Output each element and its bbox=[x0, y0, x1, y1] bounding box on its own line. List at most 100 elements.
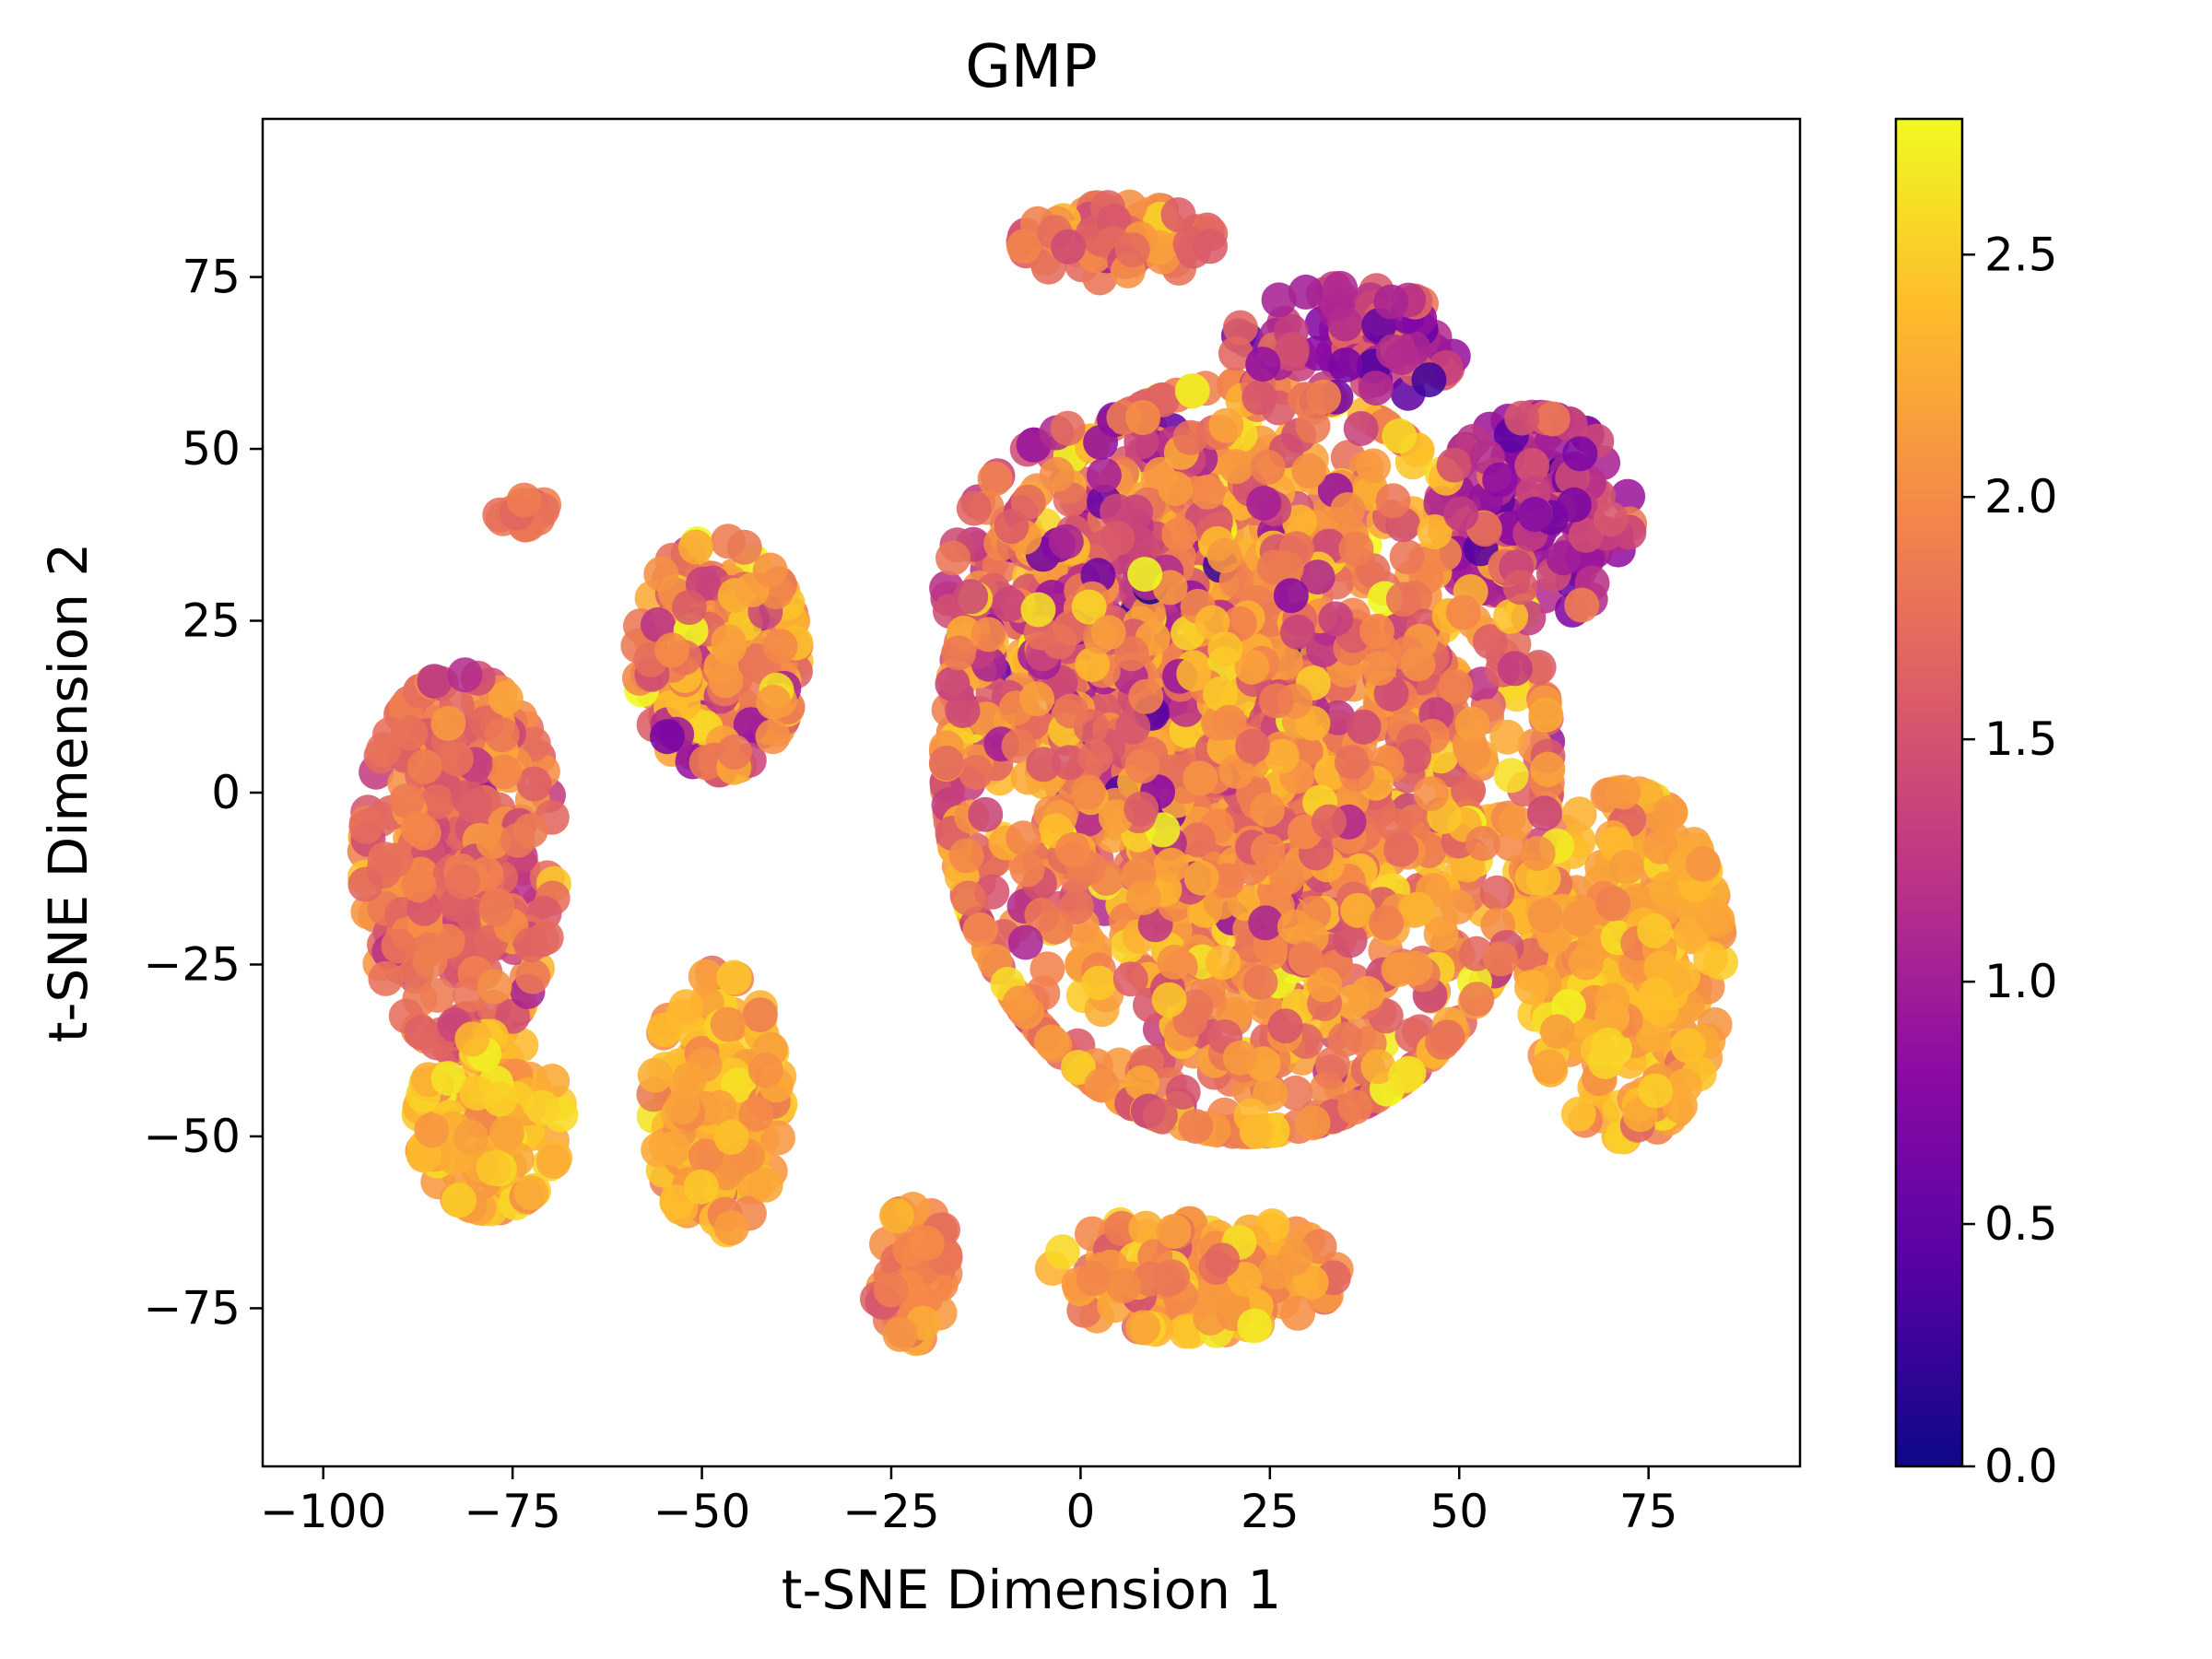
scatter-point bbox=[1051, 229, 1087, 265]
scatter-point bbox=[1084, 1067, 1120, 1103]
scatter-point bbox=[1318, 601, 1354, 637]
scatter-point bbox=[1465, 826, 1500, 862]
scatter-point bbox=[430, 1061, 466, 1096]
scatter-point bbox=[1667, 1068, 1702, 1103]
scatter-point bbox=[1071, 589, 1107, 625]
scatter-point bbox=[1349, 976, 1385, 1011]
scatter-point bbox=[1358, 371, 1394, 406]
scatter-point bbox=[945, 693, 981, 729]
scatter-point bbox=[755, 719, 791, 755]
scatter-point bbox=[701, 1089, 737, 1125]
scatter-point bbox=[1483, 941, 1519, 977]
scatter-point bbox=[1100, 520, 1135, 556]
scatter-point bbox=[882, 1316, 918, 1352]
scatter-point bbox=[971, 617, 1006, 653]
scatter-point bbox=[1250, 449, 1286, 485]
scatter-point bbox=[1530, 751, 1566, 787]
scatter-point bbox=[1568, 517, 1604, 553]
scatter-point bbox=[489, 1115, 524, 1151]
scatter-point bbox=[1340, 892, 1376, 928]
scatter-point bbox=[1327, 347, 1363, 382]
scatter-point bbox=[1020, 592, 1056, 628]
scatter-point bbox=[688, 1138, 724, 1174]
scatter-point bbox=[476, 824, 512, 859]
scatter-point bbox=[1334, 745, 1370, 781]
scatter-point bbox=[1388, 1058, 1424, 1094]
scatter-point bbox=[1113, 636, 1149, 672]
scatter-point bbox=[762, 629, 798, 665]
scatter-point bbox=[488, 680, 524, 716]
scatter-point bbox=[1389, 539, 1425, 575]
scatter-point bbox=[1124, 748, 1160, 784]
scatter-point bbox=[710, 1006, 746, 1042]
colorbar-tick-label: 1.5 bbox=[1984, 712, 2058, 766]
scatter-point bbox=[1535, 401, 1571, 437]
scatter-point bbox=[1010, 484, 1046, 520]
scatter-point bbox=[1205, 1242, 1241, 1278]
scatter-point bbox=[1100, 493, 1135, 529]
colorbar-tick-label: 1.0 bbox=[1984, 955, 2058, 1008]
scatter-point bbox=[688, 745, 724, 781]
scatter-point bbox=[1178, 989, 1214, 1025]
scatter-point bbox=[1125, 400, 1160, 436]
scatter-point bbox=[1360, 1049, 1396, 1085]
scatter-point bbox=[688, 959, 724, 994]
scatter-point bbox=[1006, 820, 1041, 856]
scatter-point bbox=[1125, 1310, 1161, 1346]
scatter-point bbox=[654, 632, 690, 668]
scatter-point bbox=[747, 1167, 783, 1203]
scatter-point bbox=[1560, 1096, 1596, 1132]
scatter-point bbox=[1222, 310, 1258, 346]
scatter-point bbox=[348, 808, 384, 844]
scatter-point bbox=[968, 796, 1004, 832]
x-tick-label: 25 bbox=[1241, 1485, 1300, 1538]
scatter-point bbox=[1235, 728, 1270, 764]
scatter-point bbox=[760, 1120, 795, 1156]
scatter-point bbox=[671, 590, 707, 626]
scatter-point bbox=[708, 663, 744, 699]
scatter-point bbox=[1642, 830, 1678, 865]
scatter-point bbox=[1274, 332, 1310, 368]
y-tick-label: 50 bbox=[182, 422, 241, 476]
scatter-point bbox=[1280, 1295, 1316, 1331]
scatter-point bbox=[1493, 598, 1529, 634]
scatter-point bbox=[1423, 916, 1459, 952]
y-tick-label: 25 bbox=[182, 594, 241, 648]
scatter-point bbox=[1479, 875, 1515, 911]
scatter-point bbox=[1685, 846, 1721, 882]
scatter-point bbox=[1183, 860, 1219, 896]
scatter-point bbox=[1241, 380, 1277, 416]
scatter-point bbox=[1356, 448, 1392, 484]
scatter-point bbox=[1338, 531, 1374, 567]
scatter-point bbox=[487, 754, 523, 790]
y-tick-label: −50 bbox=[143, 1110, 241, 1163]
scatter-point bbox=[1165, 1074, 1201, 1110]
scatter-point bbox=[713, 1210, 749, 1246]
scatter-point bbox=[738, 1097, 774, 1132]
scatter-point bbox=[1207, 631, 1243, 667]
scatter-point bbox=[1054, 831, 1090, 867]
scatter-point bbox=[412, 944, 448, 980]
scatter-point bbox=[1288, 274, 1324, 310]
scatter-point bbox=[1445, 594, 1481, 630]
y-axis-label: t-SNE Dimension 2 bbox=[37, 543, 100, 1043]
scatter-point bbox=[1383, 340, 1419, 375]
scatter-point bbox=[1561, 796, 1597, 832]
x-tick-label: 0 bbox=[1066, 1485, 1096, 1538]
scatter-point bbox=[1361, 651, 1397, 687]
scatter-point bbox=[1436, 447, 1472, 483]
scatter-point bbox=[1053, 693, 1088, 729]
scatter-point bbox=[1382, 418, 1418, 454]
scatter-point bbox=[1178, 1109, 1214, 1144]
scatter-point bbox=[524, 1089, 560, 1125]
scatter-point bbox=[1520, 836, 1556, 871]
scatter-point bbox=[1180, 822, 1216, 858]
scatter-point bbox=[1323, 270, 1359, 306]
scatter-point bbox=[1234, 649, 1270, 685]
scatter-point bbox=[1608, 849, 1644, 885]
scatter-point bbox=[381, 928, 417, 964]
scatter-point bbox=[419, 977, 455, 1013]
scatter-point bbox=[948, 838, 984, 874]
x-tick-label: −50 bbox=[653, 1485, 751, 1538]
scatter-point bbox=[1132, 1261, 1168, 1297]
